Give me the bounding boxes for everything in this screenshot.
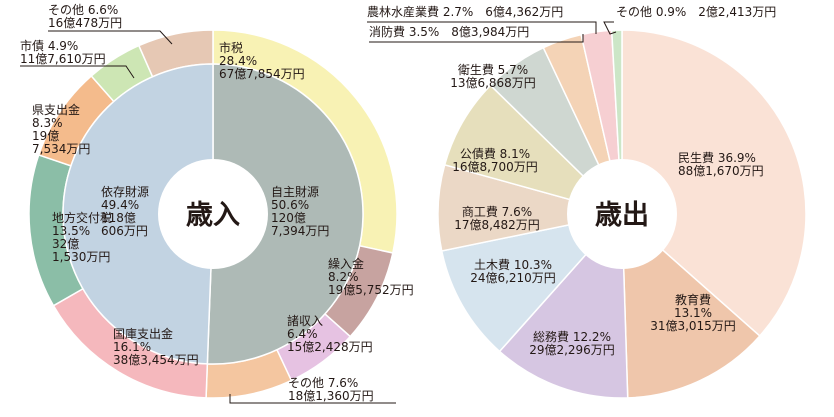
revenue-label-dependent-line-0: 依存財源 bbox=[101, 184, 149, 199]
revenue-label-4-line-1: 16.1% bbox=[113, 340, 151, 354]
revenue-leader-other bbox=[229, 394, 396, 404]
revenue-label-1-line-2: 19億5,752万円 bbox=[328, 283, 414, 297]
expenditure-label-3: 土木費 10.3% 24億6,210万円 bbox=[470, 257, 556, 285]
revenue-label-8-line-0: その他 6.6% bbox=[48, 3, 118, 17]
expenditure-leader-other bbox=[603, 21, 617, 35]
expenditure-center-label: 歳出 bbox=[595, 200, 649, 231]
revenue-label-dependent-line-3: 606万円 bbox=[101, 224, 148, 238]
expenditure-label-4-line-0: 商工費 7.6% bbox=[462, 204, 532, 219]
revenue-label-6-line-1: 8.3% bbox=[32, 116, 63, 130]
revenue-label-5-line-3: 1,530万円 bbox=[52, 250, 110, 264]
revenue-label-own-source-line-2: 120億 bbox=[271, 211, 306, 225]
expenditure-label-8-line-0: 農林水産業費 2.7% 6億4,362万円 bbox=[367, 4, 563, 19]
expenditure-label-5-line-1: 16億8,700万円 bbox=[452, 160, 538, 174]
revenue-leader-other2 bbox=[48, 30, 173, 45]
expenditure-label-0: 民生費 36.9% 88億1,670万円 bbox=[678, 150, 764, 178]
revenue-label-3: その他 7.6% 18億1,360万円 bbox=[288, 376, 374, 403]
revenue-label-0-line-2: 67億7,854万円 bbox=[219, 67, 305, 81]
expenditure-label-0-line-1: 88億1,670万円 bbox=[678, 164, 764, 178]
expenditure-label-4: 商工費 7.6% 17億8,482万円 bbox=[454, 204, 540, 232]
expenditure-label-6-line-1: 13億6,868万円 bbox=[450, 76, 536, 90]
revenue-label-8-line-1: 16億478万円 bbox=[48, 16, 122, 30]
expenditure-label-9-line-0: その他 0.9% 2億2,413万円 bbox=[616, 5, 776, 19]
expenditure-label-7-line-0: 消防費 3.5% 8億3,984万円 bbox=[369, 24, 529, 39]
expenditure-leader-fire bbox=[369, 34, 584, 43]
revenue-label-1-line-1: 8.2% bbox=[328, 270, 359, 284]
revenue-label-3-line-1: 18億1,360万円 bbox=[288, 389, 374, 403]
expenditure-label-6: 衛生費 5.7% 13億6,868万円 bbox=[450, 62, 536, 90]
revenue-label-6: 県支出金 8.3% 19億 7,534万円 bbox=[32, 102, 90, 156]
revenue-outer-ring bbox=[28, 29, 398, 399]
revenue-label-8: その他 6.6% 16億478万円 bbox=[48, 3, 122, 30]
revenue-label-3-line-0: その他 7.6% bbox=[288, 376, 358, 390]
revenue-label-dependent: 依存財源 49.4% 118億 606万円 bbox=[101, 184, 149, 238]
revenue-label-5-line-1: 13.5% bbox=[52, 224, 90, 238]
revenue-label-0-line-0: 市税 bbox=[219, 40, 243, 55]
expenditure-label-2-line-0: 総務費 12.2% bbox=[533, 329, 611, 344]
revenue-label-6-line-2: 19億 bbox=[32, 129, 59, 143]
revenue-label-1: 繰入金 8.2% 19億5,752万円 bbox=[328, 256, 414, 297]
expenditure-label-3-line-0: 土木費 10.3% bbox=[474, 257, 552, 272]
revenue-label-4: 国庫支出金 16.1% 38億3,454万円 bbox=[113, 326, 199, 367]
revenue-label-6-line-0: 県支出金 bbox=[32, 102, 80, 117]
revenue-label-5-line-2: 32億 bbox=[52, 237, 79, 251]
expenditure-label-2: 総務費 12.2% 29億2,296万円 bbox=[529, 329, 615, 357]
expenditure-label-4-line-1: 17億8,482万円 bbox=[454, 218, 540, 232]
revenue-label-4-line-2: 38億3,454万円 bbox=[113, 353, 199, 367]
revenue-label-7-line-1: 11億7,610万円 bbox=[20, 52, 106, 66]
revenue-label-2-line-0: 諸収入 bbox=[287, 313, 323, 328]
revenue-label-2: 諸収入 6.4% 15億2,428万円 bbox=[287, 313, 373, 354]
expenditure-center-hole bbox=[567, 159, 677, 269]
revenue-center-hole bbox=[158, 159, 268, 269]
revenue-label-0-line-1: 28.4% bbox=[219, 54, 257, 68]
revenue-label-dependent-line-2: 118億 bbox=[101, 211, 136, 225]
revenue-inner-ring bbox=[62, 63, 364, 365]
expenditure-label-5: 公債費 8.1% 16億8,700万円 bbox=[452, 146, 538, 174]
expenditure-label-6-line-0: 衛生費 5.7% bbox=[458, 62, 528, 77]
expenditure-label-5-line-0: 公債費 8.1% bbox=[460, 146, 530, 161]
revenue-label-5: 地方交付税 13.5% 32億 1,530万円 bbox=[52, 210, 112, 264]
revenue-label-2-line-2: 15億2,428万円 bbox=[287, 340, 373, 354]
expenditure-label-1-line-2: 31億3,015万円 bbox=[650, 319, 736, 333]
revenue-label-dependent-line-1: 49.4% bbox=[101, 198, 139, 212]
revenue-label-5-line-0: 地方交付税 bbox=[52, 210, 112, 225]
expenditure-label-7: 消防費 3.5% 8億3,984万円 bbox=[369, 24, 529, 39]
revenue-label-own-source-line-3: 7,394万円 bbox=[271, 224, 329, 238]
revenue-label-1-line-0: 繰入金 bbox=[328, 256, 364, 271]
revenue-label-2-line-1: 6.4% bbox=[287, 327, 318, 341]
expenditure-leader-agri bbox=[367, 21, 597, 34]
expenditure-slice-0 bbox=[621, 29, 807, 338]
expenditure-label-1: 教育費 13.1% 31億3,015万円 bbox=[650, 292, 736, 333]
revenue-label-4-line-0: 国庫支出金 bbox=[113, 326, 173, 341]
revenue-label-0: 市税 28.4% 67億7,854万円 bbox=[219, 40, 305, 81]
revenue-center-label: 歳入 bbox=[186, 200, 240, 231]
revenue-label-7: 市債 4.9% 11億7,610万円 bbox=[20, 38, 106, 66]
expenditure-label-1-line-0: 教育費 bbox=[675, 292, 711, 307]
expenditure-label-8: 農林水産業費 2.7% 6億4,362万円 bbox=[367, 4, 563, 19]
revenue-label-own-source-line-0: 自主財源 bbox=[271, 184, 319, 199]
slice-labels: 自主財源 50.6% 120億 7,394万円 依存財源 49.4% 118億 606万円 市税… bbox=[20, 3, 776, 403]
revenue-label-own-source-line-1: 50.6% bbox=[271, 198, 309, 212]
revenue-label-7-line-0: 市債 4.9% bbox=[20, 38, 78, 53]
expenditure-label-9: その他 0.9% 2億2,413万円 bbox=[616, 5, 776, 19]
expenditure-label-3-line-1: 24億6,210万円 bbox=[470, 271, 556, 285]
expenditure-label-0-line-0: 民生費 36.9% bbox=[678, 150, 756, 165]
revenue-inner-slice-1 bbox=[62, 63, 214, 365]
leader-lines bbox=[20, 21, 617, 404]
revenue-label-own-source: 自主財源 50.6% 120億 7,394万円 bbox=[271, 184, 329, 238]
revenue-inner-slice-0 bbox=[206, 63, 364, 365]
expenditure-label-2-line-1: 29億2,296万円 bbox=[529, 343, 615, 357]
revenue-label-6-line-3: 7,534万円 bbox=[32, 142, 90, 156]
revenue-leader-bonds bbox=[20, 65, 135, 79]
expenditure-label-1-line-1: 13.1% bbox=[674, 306, 712, 320]
